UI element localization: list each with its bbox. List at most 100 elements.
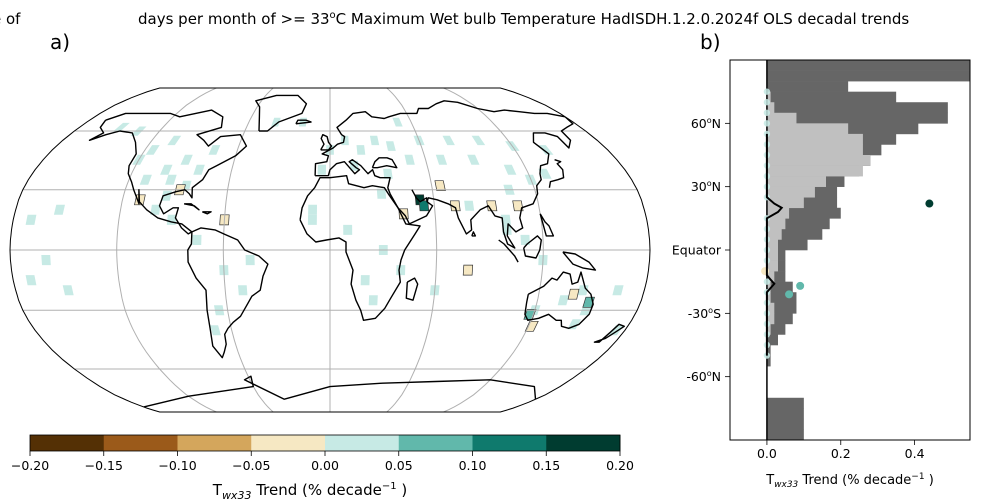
obs-fraction-bar: [766, 302, 775, 314]
map-cell: [167, 135, 182, 146]
map-border: [9, 87, 651, 413]
map-cell: [434, 180, 446, 192]
land-fraction-bar: [766, 292, 797, 304]
zonal-panel: 0.0 0.2 0.4 -60oN -30oS Equator 30oN 60oN Twx3…: [672, 59, 971, 490]
zonal-ytick-label: 60oN: [691, 116, 721, 131]
land-fraction-bar: [766, 112, 948, 124]
map-cell: [238, 285, 248, 296]
colorbar-bin: [546, 435, 621, 451]
coastline: [143, 375, 537, 408]
obs-fraction-bar: [766, 165, 863, 177]
map-cell: [165, 174, 177, 185]
obs-fraction-bar: [766, 91, 771, 103]
map-cell: [62, 285, 74, 296]
map-cell: [500, 214, 511, 225]
map-cell: [467, 154, 480, 165]
land-fraction-bar: [766, 239, 808, 251]
colorbar-tick-label: 0.05: [385, 458, 413, 473]
zonal-ytick-label: -60oN: [686, 369, 721, 384]
coastline: [202, 211, 212, 215]
map-cell: [369, 135, 380, 146]
land-fraction-bar: [766, 418, 804, 430]
obs-fraction-bar: [766, 239, 778, 251]
colorbar-bin: [103, 435, 178, 451]
map-cell: [180, 154, 193, 165]
map-cell: [193, 164, 205, 175]
land-fraction-bar: [766, 207, 841, 219]
zonal-obs-bars: [766, 91, 871, 335]
land-fraction-bar: [766, 345, 771, 356]
map-cell: [356, 145, 366, 155]
obs-fraction-bar: [766, 292, 771, 304]
map-cell: [385, 141, 396, 151]
zonal-point: [763, 278, 771, 285]
obs-fraction-bar: [766, 218, 786, 230]
obs-fraction-bar: [766, 133, 863, 145]
coastlines: [88, 94, 625, 408]
map-cell: [502, 224, 512, 235]
colorbar-bin: [325, 435, 400, 451]
zonal-point: [763, 99, 771, 106]
coastline: [411, 189, 428, 203]
map-cell: [307, 214, 317, 225]
map-cell: [471, 135, 486, 146]
zonal-xtick-label: 0.4: [905, 446, 925, 461]
zonal-ytick-label: Equator: [672, 243, 722, 258]
zonal-point: [763, 88, 771, 95]
map-cell: [418, 200, 430, 212]
land-fraction-bar: [766, 313, 793, 325]
obs-fraction-bar: [766, 144, 863, 156]
obs-fraction-bar: [766, 176, 826, 187]
coastline: [562, 251, 597, 271]
map-cell: [208, 145, 221, 155]
coastline: [523, 235, 542, 259]
map-cell: [396, 265, 406, 276]
zonal-points: [761, 88, 934, 359]
map-cell: [404, 154, 415, 165]
map-cell: [160, 164, 173, 175]
colorbar-bin: [398, 435, 473, 451]
colorbar-label: Twx33 Trend (% decade−1 ): [212, 481, 407, 500]
zonal-xtick-label: 0.2: [831, 446, 851, 461]
map-cell: [567, 288, 580, 300]
map-cell: [612, 285, 624, 296]
figure-title: days per month of >= 33oC Maximum Wet bu…: [138, 10, 909, 28]
map-cell: [538, 168, 552, 179]
land-fraction-bar: [766, 302, 797, 314]
graticule-meridian: [386, 88, 438, 412]
coastline: [371, 157, 398, 169]
coastline: [320, 133, 333, 151]
obs-fraction-bar: [766, 186, 815, 198]
colorbar-bin: [251, 435, 326, 451]
obs-fraction-bar: [766, 102, 775, 114]
land-fraction-bar: [766, 355, 771, 367]
obs-fraction-bar: [766, 123, 849, 135]
panel-label-a: a): [50, 30, 71, 54]
obs-fraction-bar: [766, 271, 775, 282]
map-cell: [442, 135, 455, 146]
coastline: [88, 109, 248, 235]
colorbar-bin: [177, 435, 252, 451]
land-fraction-bar: [766, 70, 970, 82]
map-cell: [308, 204, 317, 215]
map-cell: [343, 224, 353, 235]
zonal-mean-line: [765, 133, 784, 356]
zonal-land-bars: [766, 60, 970, 440]
map-cell: [112, 122, 130, 132]
map-cell: [608, 325, 625, 336]
title-fragment: e of: [0, 10, 21, 28]
colorbar-tick-label: 0.20: [606, 458, 634, 473]
obs-fraction-bar: [766, 207, 790, 219]
trend-map: [9, 87, 651, 413]
graticule-meridian: [222, 88, 274, 412]
colorbar: −0.20 −0.15 −0.10 −0.05 0.00 0.05 0.10 0.15 0.20…: [11, 434, 634, 500]
panel-label-b: b): [700, 30, 721, 54]
map-cell: [53, 204, 65, 215]
map-cell: [25, 214, 37, 225]
obs-fraction-bar: [766, 112, 797, 124]
zonal-ytick-label: 30oN: [691, 179, 721, 194]
graticule-meridian: [443, 88, 544, 412]
colorbar-bin: [30, 435, 105, 451]
land-fraction-bar: [766, 91, 897, 103]
land-fraction-bar: [766, 102, 948, 114]
